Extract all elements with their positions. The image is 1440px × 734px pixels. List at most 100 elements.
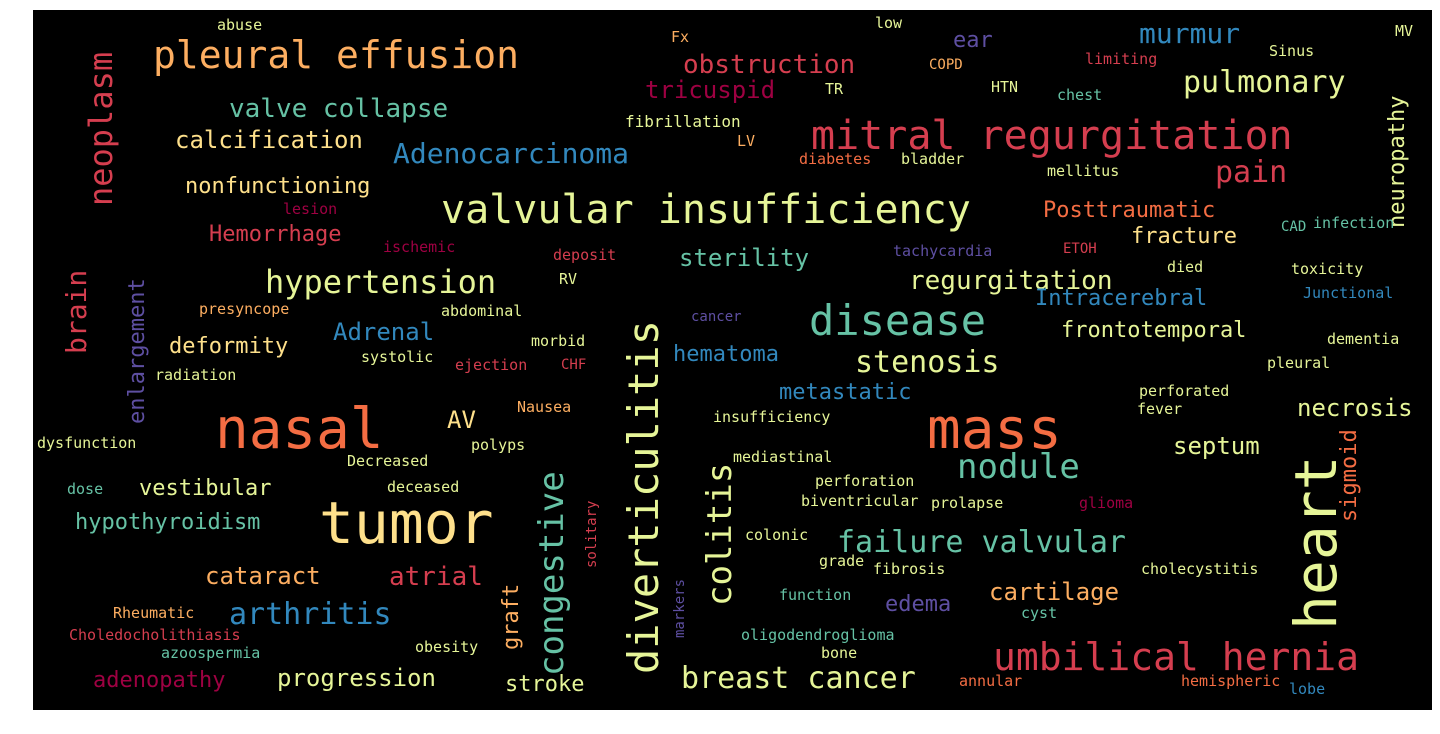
word-calcification: calcification [175,128,363,152]
word-oligodendroglioma: oligodendroglioma [741,628,895,643]
word-nonfunctioning: nonfunctioning [185,176,370,198]
word-lesion: lesion [283,202,337,217]
word-toxicity: toxicity [1291,262,1363,277]
word-valve-collapse: valve collapse [229,96,448,122]
word-htn: HTN [991,80,1018,95]
word-mediastinal: mediastinal [733,450,832,465]
word-diabetes: diabetes [799,152,871,167]
word-tricuspid: tricuspid [645,78,775,102]
word-dysfunction: dysfunction [37,436,136,451]
word-stroke: stroke [505,674,584,696]
word-lv: LV [737,134,755,149]
word-necrosis: necrosis [1297,396,1413,420]
word-cartilage: cartilage [989,580,1119,604]
word-intracerebral: Intracerebral [1035,288,1207,310]
word-cad: CAD [1281,220,1306,234]
word-hypothyroidism: hypothyroidism [75,512,260,534]
word-cyst: cyst [1021,606,1057,621]
word-stenosis: stenosis [855,348,1000,378]
word-prolapse: prolapse [931,496,1003,511]
word-pleural-effusion: pleural effusion [153,36,519,74]
word-adrenal: Adrenal [333,320,434,344]
word-grade: grade [819,554,864,569]
word-perforated: perforated [1139,384,1229,399]
word-fever: fever [1137,402,1182,417]
word-congestive: congestive [535,471,569,676]
word-atrial: atrial [389,564,483,590]
word-radiation: radiation [155,368,236,383]
word-hypertension: hypertension [265,266,496,298]
word-systolic: systolic [361,350,433,365]
word-metastatic: metastatic [779,382,911,404]
word-diverticulitis: diverticulitis [623,320,665,674]
word-nasal: nasal [215,402,384,458]
word-fibrosis: fibrosis [873,562,945,577]
word-neoplasm: neoplasm [85,52,117,206]
word-valvular-insufficiency: valvular insufficiency [441,190,971,230]
word-annular: annular [959,674,1022,689]
word-colonic: colonic [745,528,808,543]
word-hemispheric: hemispheric [1181,674,1280,689]
word-markers: markers [673,579,687,638]
word-etoh: ETOH [1063,242,1097,256]
word-mv: MV [1395,24,1413,39]
word-edema: edema [885,594,951,616]
word-failure-valvular: failure valvular [837,528,1126,558]
word-vestibular: vestibular [139,478,271,500]
word-hematoma: hematoma [673,344,779,366]
word-azoospermia: azoospermia [161,646,260,661]
word-abdominal: abdominal [441,304,522,319]
word-mitral-regurgitation: mitral regurgitation [811,116,1293,156]
word-insufficiency: insufficiency [713,410,830,425]
word-tachycardia: tachycardia [893,244,992,259]
word-ear: ear [953,30,993,52]
word-biventricular: biventricular [801,494,918,509]
word-fx: Fx [671,30,689,45]
word-posttraumatic: Posttraumatic [1043,200,1215,222]
word-chf: CHF [561,358,586,372]
word-solitary: solitary [585,501,599,568]
word-rv: RV [559,272,577,287]
word-cataract: cataract [205,564,321,588]
word-nausea: Nausea [517,400,571,415]
word-cloud: tumor nasal mass valvular insufficiency … [33,10,1432,710]
word-morbid: morbid [531,334,585,349]
word-junctional: Junctional [1303,286,1393,301]
word-enlargement: enlargement [127,278,149,424]
word-perforation: perforation [815,474,914,489]
word-bladder: bladder [901,152,964,167]
word-pain: pain [1215,158,1287,188]
word-bone: bone [821,646,857,661]
word-limiting: limiting [1085,52,1157,67]
word-hemorrhage: Hemorrhage [209,224,341,246]
word-colitis: colitis [703,463,737,606]
word-died: died [1167,260,1203,275]
word-mellitus: mellitus [1047,164,1119,179]
word-deformity: deformity [169,336,288,358]
word-av: AV [447,408,476,432]
word-tr: TR [825,82,843,97]
word-dose: dose [67,482,103,497]
word-low: low [875,16,902,31]
word-adenocarcinoma: Adenocarcinoma [393,140,629,168]
word-deposit: deposit [553,248,616,263]
word-glioma: glioma [1079,496,1133,511]
word-infection: infection [1313,216,1394,231]
word-lobe: lobe [1289,682,1325,697]
word-nodule: nodule [957,450,1080,484]
word-polyps: polyps [471,438,525,453]
word-pleural: pleural [1267,356,1330,371]
word-cholecystitis: cholecystitis [1141,562,1258,577]
word-sinus: Sinus [1269,44,1314,59]
word-obstruction: obstruction [683,52,855,78]
word-disease: disease [809,300,986,342]
word-abuse: abuse [217,18,262,33]
word-neuropathy: neuropathy [1387,96,1409,228]
word-adenopathy: adenopathy [93,670,225,692]
word-ejection: ejection [455,358,527,373]
word-chest: chest [1057,88,1102,103]
word-deceased: deceased [387,480,459,495]
word-murmur: murmur [1139,20,1240,48]
word-fracture: fracture [1131,226,1237,248]
word-progression: progression [277,666,436,690]
